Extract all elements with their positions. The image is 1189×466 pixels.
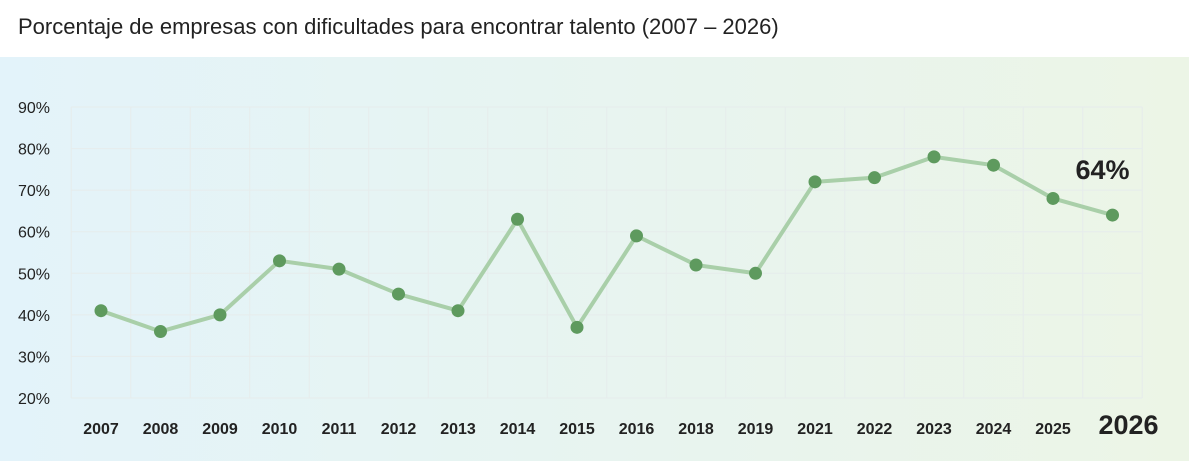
- x-tick-label: 2016: [619, 421, 655, 438]
- data-point: [808, 175, 822, 189]
- data-point: [987, 158, 1000, 172]
- x-tick-label: 2023: [916, 421, 952, 438]
- x-tick-label: 2026: [1098, 410, 1158, 440]
- data-point: [213, 308, 227, 322]
- data-point: [154, 324, 167, 338]
- x-tick-label: 2021: [797, 421, 833, 438]
- x-tick-label: 2011: [322, 421, 357, 438]
- line-chart: 20% 30% 40% 50% 60% 70% 80% 90% 2007 2008 2009 201…: [0, 57, 1189, 461]
- x-tick-label: 2019: [738, 421, 774, 438]
- y-tick-label: 80%: [18, 142, 50, 159]
- data-point: [689, 258, 703, 272]
- y-tick-label: 40%: [18, 308, 50, 325]
- y-tick-label: 30%: [18, 349, 50, 366]
- x-tick-label: 2022: [857, 421, 893, 438]
- chart-area: 20% 30% 40% 50% 60% 70% 80% 90% 2007 2008 2009 201…: [0, 57, 1189, 461]
- y-tick-label: 50%: [18, 266, 50, 283]
- data-point: [273, 254, 286, 268]
- data-point: [1106, 208, 1119, 222]
- data-point: [749, 266, 762, 280]
- x-tick-label: 2018: [678, 421, 714, 438]
- x-tick-label: 2012: [381, 421, 417, 438]
- data-point: [451, 304, 465, 318]
- data-point: [1046, 191, 1060, 205]
- data-point: [868, 171, 881, 185]
- chart-background: [0, 57, 1189, 461]
- data-point: [927, 150, 941, 164]
- x-tick-label: 2025: [1035, 421, 1071, 438]
- y-tick-label: 60%: [18, 225, 50, 242]
- data-point: [392, 287, 405, 301]
- x-tick-label: 2010: [262, 421, 298, 438]
- data-point: [332, 262, 346, 276]
- data-point: [94, 304, 108, 318]
- y-tick-label: 70%: [18, 183, 50, 200]
- highlight-value-label: 64%: [1075, 155, 1129, 185]
- data-point: [570, 320, 584, 334]
- x-tick-label: 2009: [202, 421, 238, 438]
- y-tick-label: 20%: [18, 391, 50, 408]
- series-line: [99, 154, 1115, 334]
- x-tick-label: 2008: [143, 421, 179, 438]
- x-tick-label: 2024: [976, 421, 1012, 438]
- data-point: [630, 229, 643, 243]
- chart-title: Porcentaje de empresas con dificultades …: [18, 14, 779, 39]
- x-tick-label: 2015: [559, 421, 595, 438]
- x-tick-label: 2013: [440, 421, 476, 438]
- x-tick-label: 2014: [500, 421, 536, 438]
- data-point: [511, 212, 524, 226]
- x-tick-label: 2007: [83, 421, 119, 438]
- y-tick-label: 90%: [18, 100, 50, 117]
